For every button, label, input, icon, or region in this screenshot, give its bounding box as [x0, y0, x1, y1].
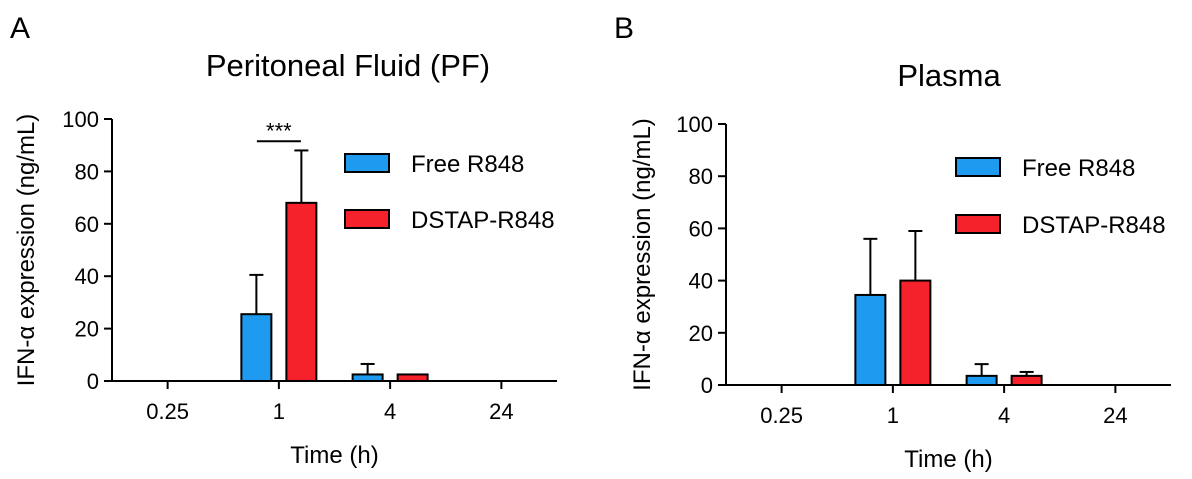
y-tick-label: 60 — [689, 216, 713, 241]
chart-panel-a: A Peritoneal Fluid (PF) 0 20 40 60 80 100 IFN-α … — [10, 12, 557, 469]
x-tick-label: 1 — [273, 399, 285, 424]
y-tick-label: 0 — [701, 373, 713, 398]
x-tick-label: 0.25 — [146, 399, 189, 424]
y-tick-label: 80 — [689, 164, 713, 189]
x-tick-label: 24 — [1103, 403, 1127, 428]
bar-free-r848-4 — [351, 373, 384, 383]
y-axis-label: IFN-α expression (ng/mL) — [629, 118, 656, 391]
bar-dstap-r848-1 — [899, 279, 932, 387]
y-tick-label: 80 — [75, 159, 99, 184]
legend-label: DSTAP-R848 — [411, 207, 555, 234]
chart-title: Plasma — [897, 58, 1001, 93]
bar-free-r848-1 — [240, 313, 273, 382]
y-tick-label: 60 — [75, 212, 99, 237]
bar-dstap-r848-4 — [396, 373, 429, 383]
x-tick-label: 0.25 — [760, 403, 803, 428]
x-axis-label: Time (h) — [290, 442, 378, 469]
legend-label: Free R848 — [411, 151, 524, 178]
bar-dstap-r848-4 — [1010, 374, 1043, 386]
legend-label: Free R848 — [1022, 155, 1135, 182]
chart-title: Peritoneal Fluid (PF) — [206, 48, 490, 83]
y-tick-label: 0 — [87, 369, 99, 394]
y-axis-label: IFN-α expression (ng/mL) — [13, 114, 40, 387]
y-tick-label: 100 — [62, 107, 99, 132]
bar-free-r848-4 — [965, 374, 998, 386]
y-tick-label: 20 — [689, 321, 713, 346]
legend-swatch-dstap-r848 — [955, 214, 1001, 234]
y-tick-label: 100 — [676, 112, 713, 137]
chart-panel-b: B Plasma 0 20 40 60 80 100 IFN-α expression (ng/… — [614, 12, 1171, 473]
x-tick-label: 4 — [384, 399, 396, 424]
significance-label: *** — [266, 118, 292, 143]
x-tick-label: 4 — [998, 403, 1010, 428]
y-tick-label: 40 — [75, 264, 99, 289]
legend-swatch-free-r848 — [955, 157, 1001, 177]
y-tick-label: 20 — [75, 317, 99, 342]
bar-free-r848-1 — [854, 293, 887, 386]
y-tick-label: 40 — [689, 269, 713, 294]
legend-label: DSTAP-R848 — [1022, 212, 1166, 239]
panel-label: B — [614, 12, 634, 45]
legend-swatch-dstap-r848 — [344, 209, 390, 229]
x-tick-label: 1 — [887, 403, 899, 428]
legend-swatch-free-r848 — [344, 153, 390, 173]
panel-label: A — [10, 12, 30, 45]
x-tick-label: 24 — [489, 399, 513, 424]
x-axis-label: Time (h) — [904, 446, 992, 473]
bar-dstap-r848-1 — [285, 201, 318, 382]
